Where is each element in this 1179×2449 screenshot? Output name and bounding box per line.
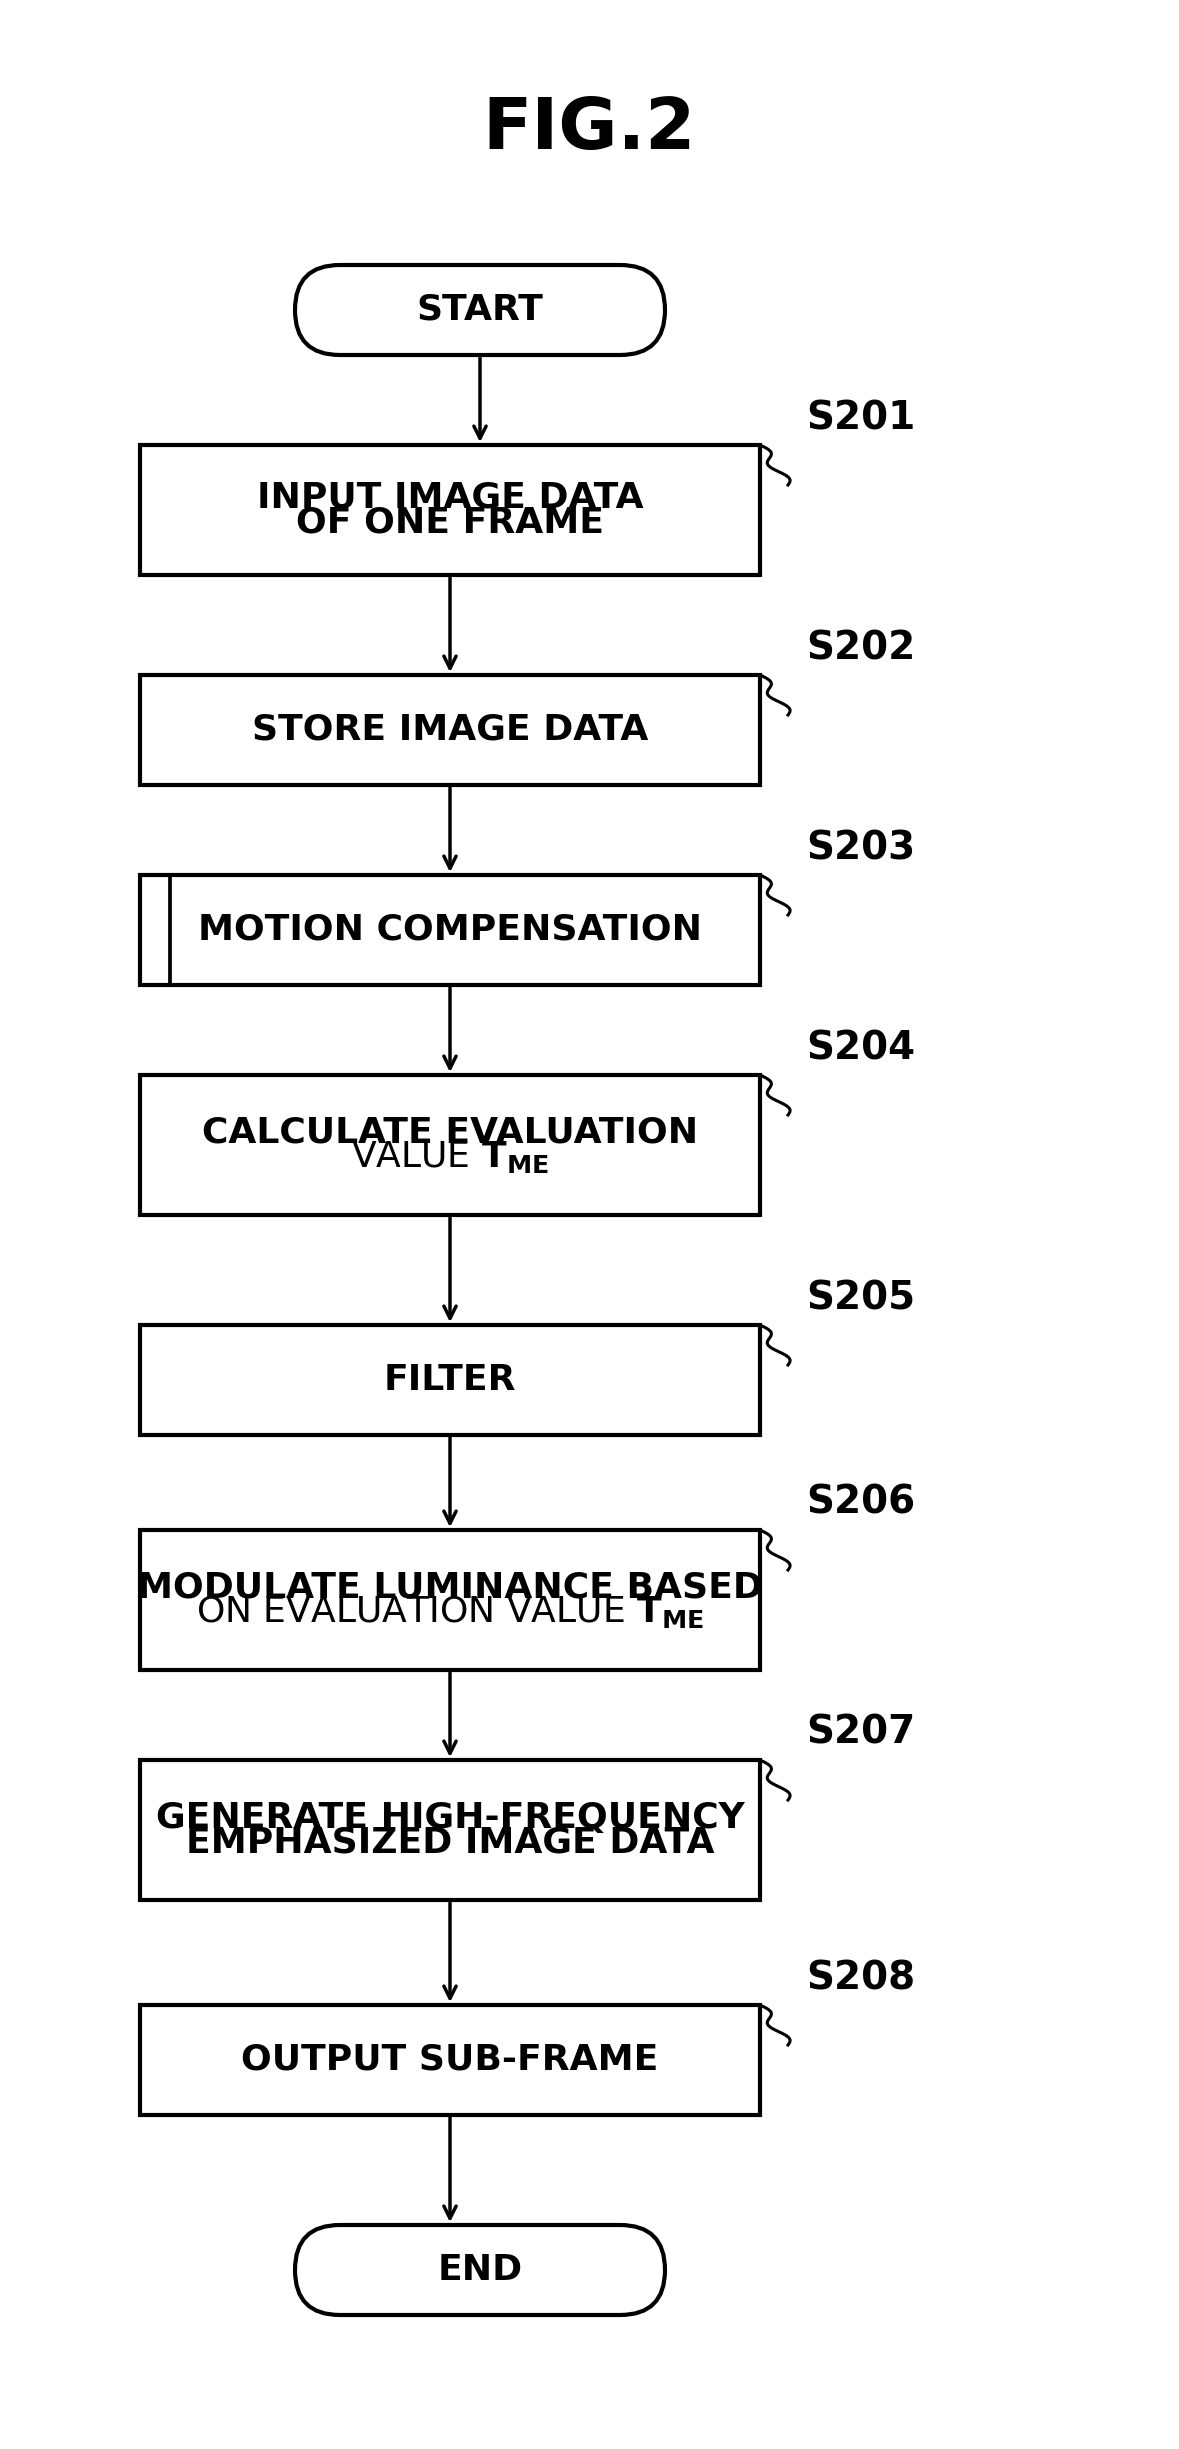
Text: CALCULATE EVALUATION: CALCULATE EVALUATION bbox=[202, 1117, 698, 1151]
Text: S205: S205 bbox=[806, 1278, 915, 1318]
Text: GENERATE HIGH-FREQUENCY: GENERATE HIGH-FREQUENCY bbox=[156, 1800, 744, 1834]
Text: STORE IMAGE DATA: STORE IMAGE DATA bbox=[252, 713, 648, 747]
Text: OUTPUT SUB-FRAME: OUTPUT SUB-FRAME bbox=[242, 2042, 659, 2077]
FancyBboxPatch shape bbox=[295, 2226, 665, 2314]
Text: S204: S204 bbox=[806, 1029, 915, 1068]
Text: FIG.2: FIG.2 bbox=[483, 96, 696, 164]
Text: MODULATE LUMINANCE BASED: MODULATE LUMINANCE BASED bbox=[137, 1570, 763, 1604]
Text: S208: S208 bbox=[806, 1959, 915, 1996]
Text: FILTER: FILTER bbox=[383, 1364, 516, 1396]
Bar bbox=[140, 446, 760, 576]
Bar bbox=[140, 2006, 760, 2116]
Text: START: START bbox=[416, 294, 544, 328]
Text: ON EVALUATION VALUE $\mathbf{T_{ME}}$: ON EVALUATION VALUE $\mathbf{T_{ME}}$ bbox=[196, 1594, 704, 1631]
Text: EMPHASIZED IMAGE DATA: EMPHASIZED IMAGE DATA bbox=[186, 1825, 714, 1859]
Text: S207: S207 bbox=[806, 1714, 915, 1751]
Text: S201: S201 bbox=[806, 399, 915, 436]
FancyBboxPatch shape bbox=[295, 264, 665, 355]
Bar bbox=[140, 1761, 760, 1900]
Bar bbox=[140, 676, 760, 786]
Bar bbox=[140, 874, 760, 984]
Text: MOTION COMPENSATION: MOTION COMPENSATION bbox=[198, 913, 702, 948]
Bar bbox=[140, 1325, 760, 1435]
Text: END: END bbox=[437, 2253, 522, 2287]
Text: S203: S203 bbox=[806, 830, 915, 867]
Text: VALUE $\mathbf{T_{ME}}$: VALUE $\mathbf{T_{ME}}$ bbox=[351, 1139, 549, 1176]
Text: S202: S202 bbox=[806, 629, 915, 666]
Text: OF ONE FRAME: OF ONE FRAME bbox=[296, 504, 604, 539]
Text: INPUT IMAGE DATA: INPUT IMAGE DATA bbox=[257, 480, 644, 514]
Bar bbox=[140, 1531, 760, 1670]
Bar bbox=[140, 1075, 760, 1215]
Text: S206: S206 bbox=[806, 1484, 915, 1521]
